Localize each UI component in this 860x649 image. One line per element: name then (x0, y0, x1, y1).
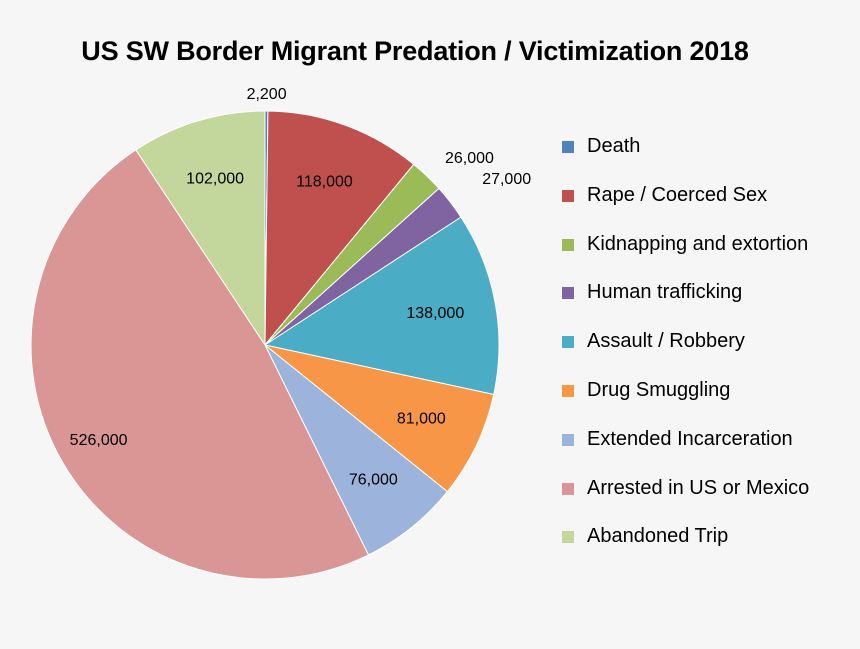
legend-label: Rape / Coerced Sex (587, 183, 768, 206)
legend-item-extended-incarceration: Extended Incarceration (562, 427, 809, 476)
legend-item-human-trafficking: Human trafficking (562, 280, 809, 329)
legend-swatch (562, 384, 574, 397)
value-label-kidnapping-and-extortion: 26,000 (445, 150, 494, 167)
legend-label: Extended Incarceration (587, 427, 793, 450)
legend-swatch (562, 336, 574, 349)
legend-label: Drug Smuggling (587, 378, 731, 401)
legend-label: Arrested in US or Mexico (587, 476, 810, 499)
legend-item-abandoned-trip: Abandoned Trip (562, 524, 809, 573)
legend-swatch (562, 482, 574, 495)
pie-slice-drug-smuggling (264, 344, 495, 493)
legend-swatch (562, 433, 574, 446)
legend-item-rape-coerced-sex: Rape / Coerced Sex (562, 183, 809, 232)
legend-label: Abandoned Trip (587, 525, 729, 548)
legend-swatch (562, 531, 574, 544)
pie-slice-assault-robbery (263, 216, 500, 396)
value-label-death: 2,200 (247, 86, 287, 103)
legend-item-kidnapping-and-extortion: Kidnapping and extortion (562, 232, 809, 281)
value-label-assault-robbery: 138,000 (406, 305, 464, 322)
legend: Death Rape / Coerced Sex Kidnapping and ex… (562, 134, 809, 573)
pie-slices (30, 110, 500, 580)
chart-title: US SW Border Migrant Predation / Victimi… (81, 36, 749, 66)
value-label-rape-coerced-sex: 118,000 (296, 174, 353, 191)
legend-item-drug-smuggling: Drug Smuggling (562, 378, 809, 427)
value-label-drug-smuggling: 81,000 (397, 411, 446, 428)
value-label-human-trafficking: 27,000 (482, 171, 531, 188)
legend-label: Death (587, 135, 641, 157)
legend-item-arrested-in-us-or-mexico: Arrested in US or Mexico (562, 476, 809, 525)
legend-swatch (562, 141, 574, 153)
legend-item-assault-robbery: Assault / Robbery (562, 329, 809, 378)
legend-label: Assault / Robbery (587, 330, 745, 353)
pie-slice-abandoned-trip (135, 110, 266, 347)
value-label-extended-incarceration: 76,000 (349, 471, 398, 488)
legend-label: Kidnapping and extortion (587, 232, 809, 255)
legend-swatch (562, 189, 574, 202)
value-label-arrested-in-us-or-mexico: 526,000 (70, 432, 128, 449)
pie-slice-rape-coerced-sex (264, 110, 415, 347)
legend-swatch (562, 287, 574, 300)
legend-item-death: Death (562, 134, 809, 183)
legend-swatch (562, 238, 574, 251)
pie-slice-arrested-in-us-or-mexico (30, 149, 370, 580)
pie-value-labels: 2,200 118,000 26,000 27,000 138,000 81,000 76,… (70, 86, 532, 488)
value-label-abandoned-trip: 102,000 (186, 170, 244, 187)
legend-label: Human trafficking (587, 281, 743, 304)
